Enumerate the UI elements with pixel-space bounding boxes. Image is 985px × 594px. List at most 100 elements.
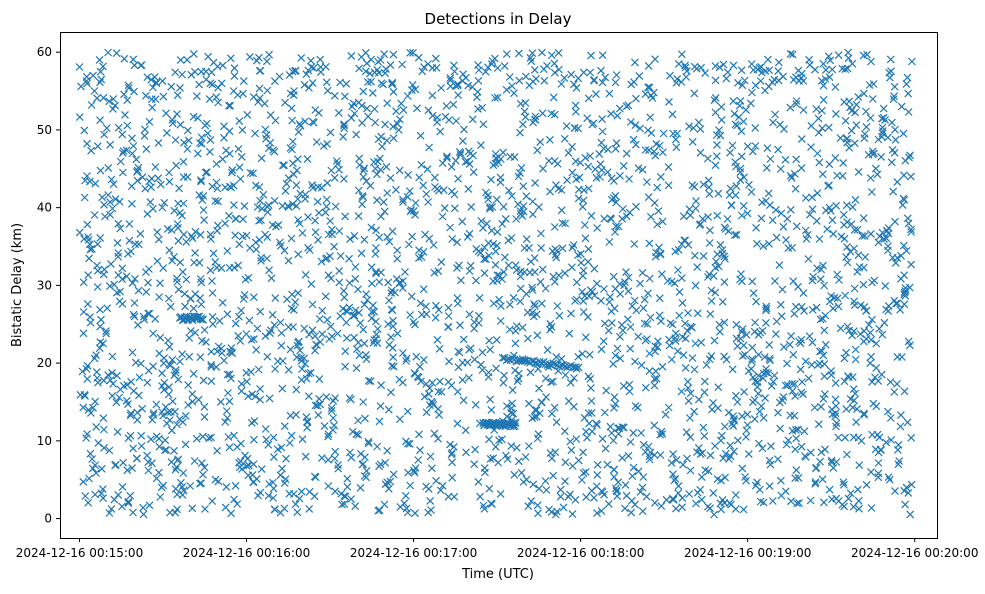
detection-marker [820, 326, 829, 335]
detection-marker [642, 178, 651, 186]
detection-marker [570, 374, 578, 382]
detection-marker [197, 300, 206, 309]
detection-marker [374, 57, 383, 66]
detection-marker [323, 86, 332, 95]
detection-marker [629, 463, 638, 472]
detection-marker [630, 58, 639, 67]
detection-marker [480, 464, 489, 473]
detection-marker [280, 422, 289, 431]
detection-marker [550, 68, 559, 77]
detection-marker [278, 384, 287, 393]
detection-marker [387, 80, 396, 89]
detection-marker [639, 440, 648, 449]
detection-marker [393, 119, 402, 128]
detection-marker [282, 179, 291, 188]
detection-marker [804, 374, 813, 383]
detection-marker [651, 342, 660, 351]
detection-marker [244, 392, 253, 401]
detection-marker [300, 80, 309, 89]
detection-marker [814, 114, 823, 123]
detection-marker [530, 413, 539, 421]
detection-marker [125, 236, 134, 245]
detection-marker [584, 162, 593, 171]
detection-marker [371, 164, 380, 173]
detection-marker [812, 216, 821, 225]
detection-marker [389, 353, 398, 362]
detection-marker [794, 425, 803, 434]
detection-marker [367, 223, 376, 232]
detection-marker [444, 312, 453, 320]
detection-marker [288, 200, 297, 209]
detection-marker [138, 404, 147, 413]
detection-marker [549, 93, 558, 102]
detection-marker [658, 362, 667, 371]
detection-marker [354, 186, 363, 195]
detection-marker [185, 352, 194, 361]
detection-marker [650, 451, 659, 460]
detection-marker [496, 489, 505, 498]
detection-marker [206, 230, 215, 239]
detection-marker [223, 389, 232, 397]
detection-marker [156, 279, 164, 288]
detection-marker [842, 405, 851, 414]
detection-marker [179, 230, 188, 239]
detection-marker [720, 278, 729, 287]
detection-marker [893, 177, 902, 186]
detection-marker [750, 415, 759, 424]
detection-marker [821, 65, 830, 74]
detection-marker [865, 81, 874, 89]
detection-marker [630, 240, 639, 248]
detection-marker [867, 57, 875, 66]
detection-marker [166, 408, 175, 416]
detection-marker [853, 405, 861, 414]
detection-marker [646, 448, 655, 457]
detection-marker [853, 485, 862, 494]
detection-marker [706, 451, 715, 460]
detection-marker [100, 443, 109, 452]
detection-marker [289, 305, 298, 314]
detection-marker [243, 110, 252, 119]
detection-marker [300, 324, 309, 333]
detection-marker [819, 394, 828, 403]
detection-marker [743, 209, 752, 218]
detection-marker [747, 88, 756, 97]
detection-marker [878, 123, 887, 132]
detection-marker [697, 63, 706, 72]
detection-marker [784, 436, 793, 445]
detection-marker [686, 389, 695, 398]
detection-marker [907, 260, 916, 269]
detection-marker [792, 222, 801, 231]
detection-marker [414, 253, 423, 262]
detection-marker [254, 365, 263, 374]
detection-marker [446, 76, 455, 85]
detection-marker [604, 326, 613, 335]
detection-marker [271, 222, 280, 231]
detection-marker [171, 368, 180, 377]
detection-marker [686, 466, 695, 475]
detection-marker [96, 78, 104, 87]
detection-marker [516, 128, 524, 137]
detection-marker [509, 409, 518, 418]
detection-marker [197, 67, 206, 76]
detection-marker [614, 478, 623, 487]
detection-marker [269, 494, 278, 502]
detection-marker [904, 89, 913, 98]
detection-marker [741, 473, 750, 481]
detection-marker [267, 274, 276, 283]
detection-marker [184, 136, 193, 145]
detection-marker [310, 472, 319, 481]
detection-marker [738, 81, 747, 90]
detection-marker [843, 134, 852, 143]
detection-marker [578, 271, 587, 280]
detection-marker [212, 263, 221, 272]
detection-marker [699, 180, 708, 189]
detection-marker [849, 502, 858, 511]
detection-marker [730, 109, 739, 118]
detection-marker [901, 156, 910, 165]
detection-marker [587, 486, 596, 495]
detection-marker [184, 381, 193, 390]
detection-marker [820, 281, 829, 290]
detection-marker [237, 152, 246, 161]
detection-marker [130, 312, 139, 321]
detection-marker [884, 307, 893, 315]
